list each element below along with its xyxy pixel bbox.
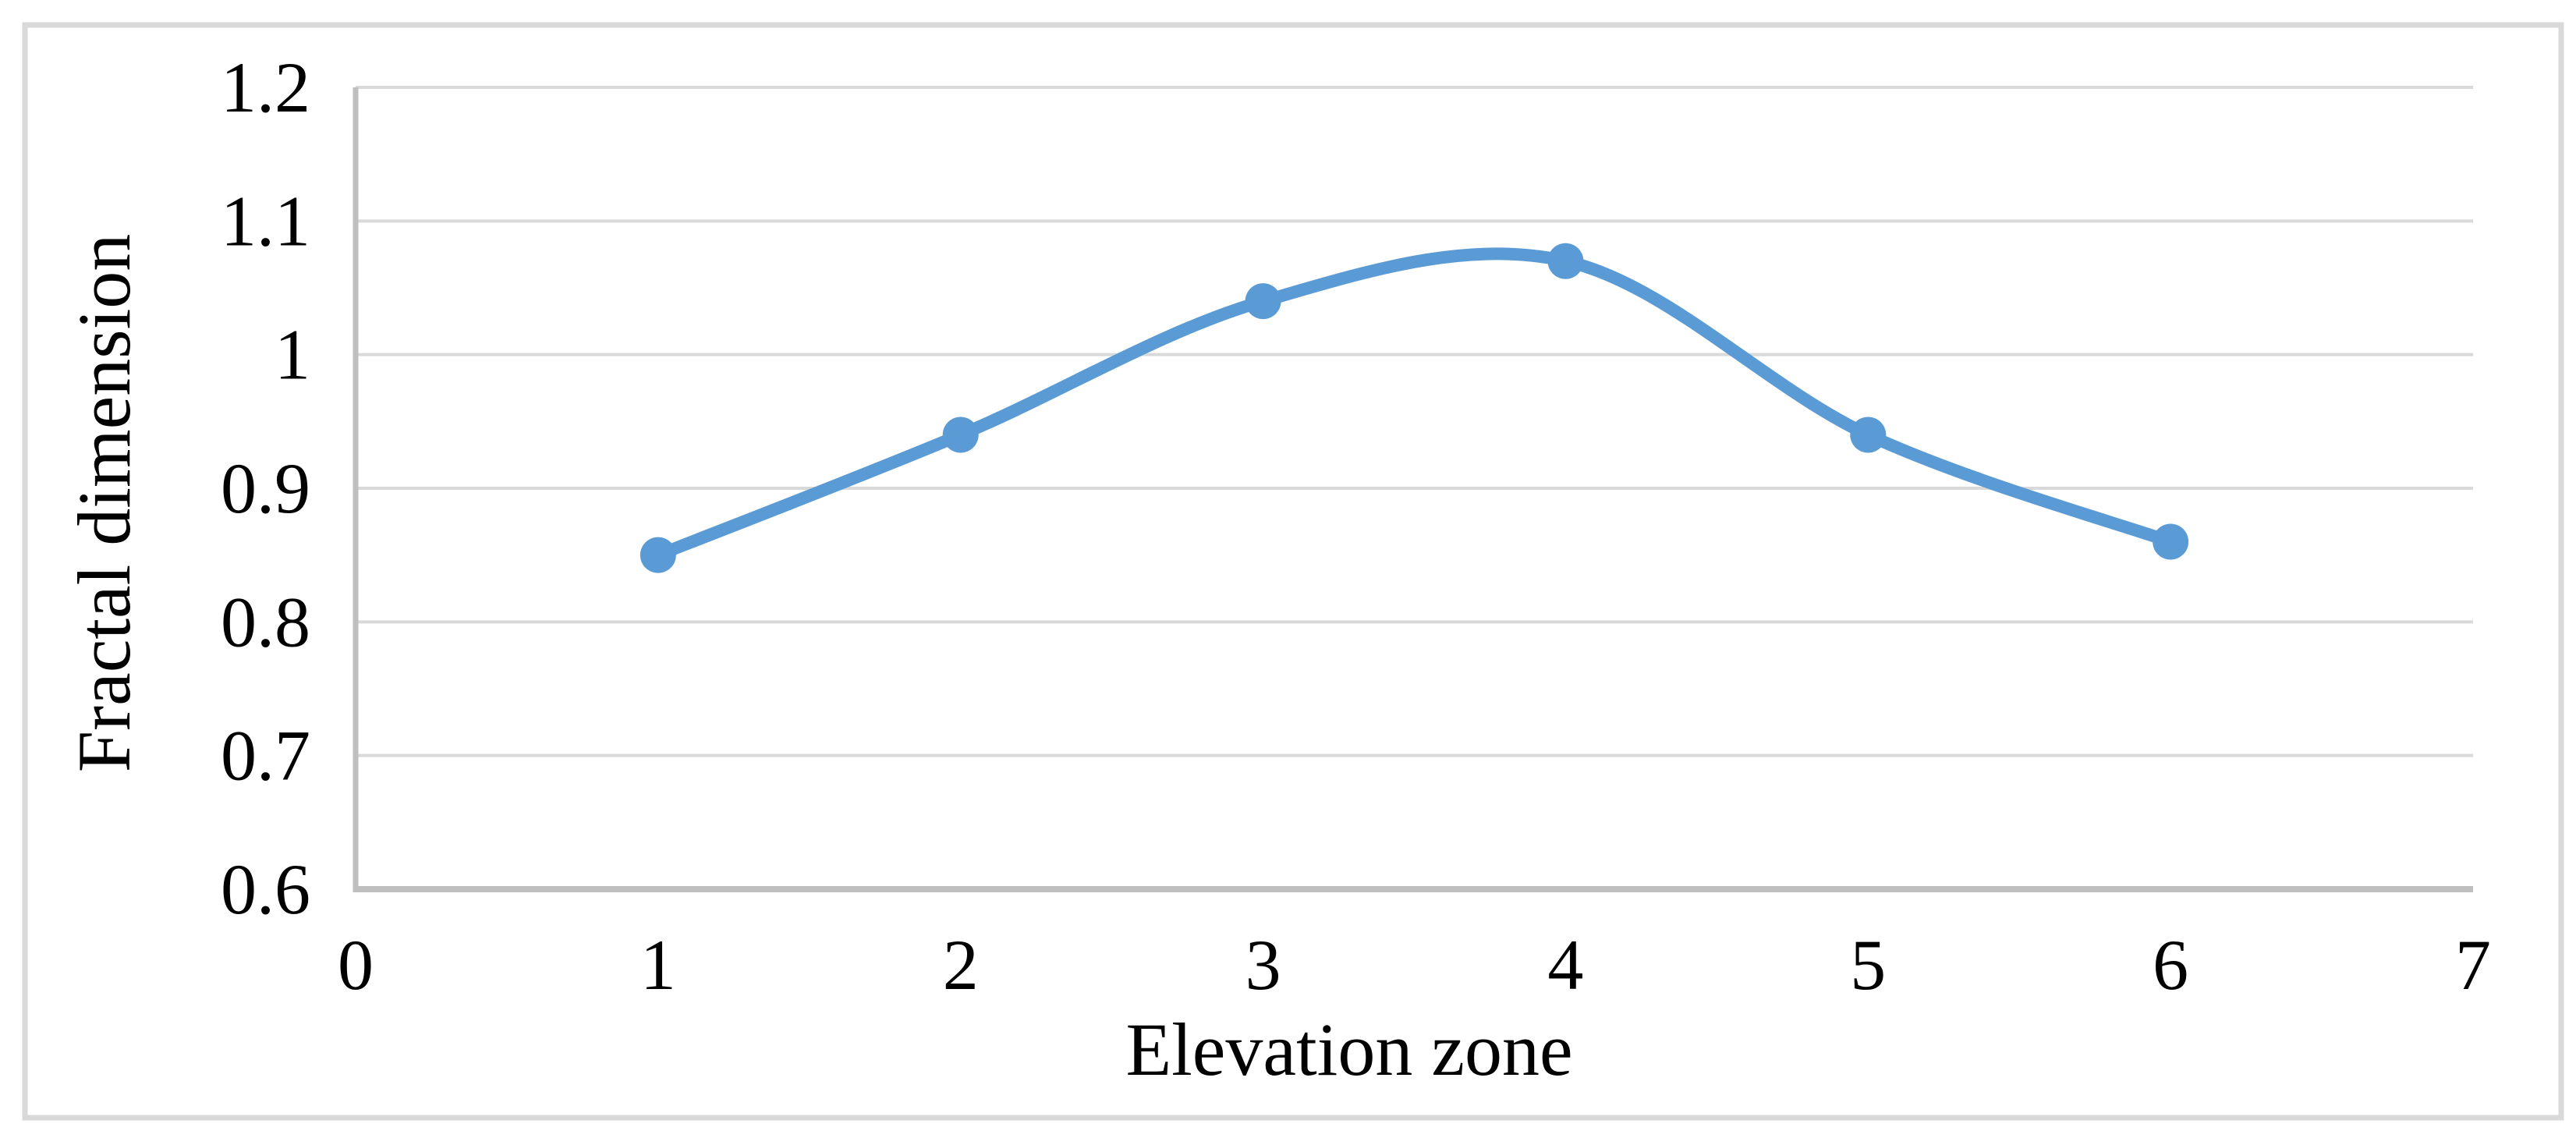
y-tick-label: 0.7 xyxy=(221,716,310,796)
x-tick-label: 5 xyxy=(1850,925,1886,1005)
data-point-marker xyxy=(942,417,979,453)
series-line xyxy=(651,247,2177,562)
y-tick-label: 1.1 xyxy=(221,181,310,261)
y-tick-label: 0.8 xyxy=(221,582,310,661)
data-point-marker xyxy=(1547,243,1584,279)
axis-lines xyxy=(353,87,2473,892)
x-tick-label: 0 xyxy=(338,925,374,1005)
data-point-marker xyxy=(1245,283,1281,320)
data-point-marker xyxy=(1850,417,1887,453)
x-tick-label: 3 xyxy=(1245,925,1281,1005)
gridlines xyxy=(356,86,2473,757)
y-tick-label: 1 xyxy=(275,315,310,395)
chart-border xyxy=(22,22,2564,1121)
y-axis-tick-labels: 0.6 0.7 0.8 0.9 1 1.1 1.2 xyxy=(221,48,310,929)
x-tick-label: 7 xyxy=(2455,925,2491,1005)
y-tick-label: 1.2 xyxy=(221,48,310,127)
y-tick-label: 0.6 xyxy=(221,849,310,929)
x-tick-label: 6 xyxy=(2153,925,2188,1005)
x-axis-title: Elevation zone xyxy=(1125,1008,1572,1091)
x-tick-label: 1 xyxy=(640,925,676,1005)
data-point-marker xyxy=(640,537,676,573)
x-axis-tick-labels: 0 1 2 3 4 5 6 7 xyxy=(338,925,2491,1005)
x-tick-label: 2 xyxy=(943,925,979,1005)
y-tick-label: 0.9 xyxy=(221,448,310,528)
data-point-marker xyxy=(2153,523,2189,560)
series-fractal-dimension xyxy=(640,243,2189,573)
y-axis-title: Fractal dimension xyxy=(62,234,146,773)
x-tick-label: 4 xyxy=(1547,925,1583,1005)
